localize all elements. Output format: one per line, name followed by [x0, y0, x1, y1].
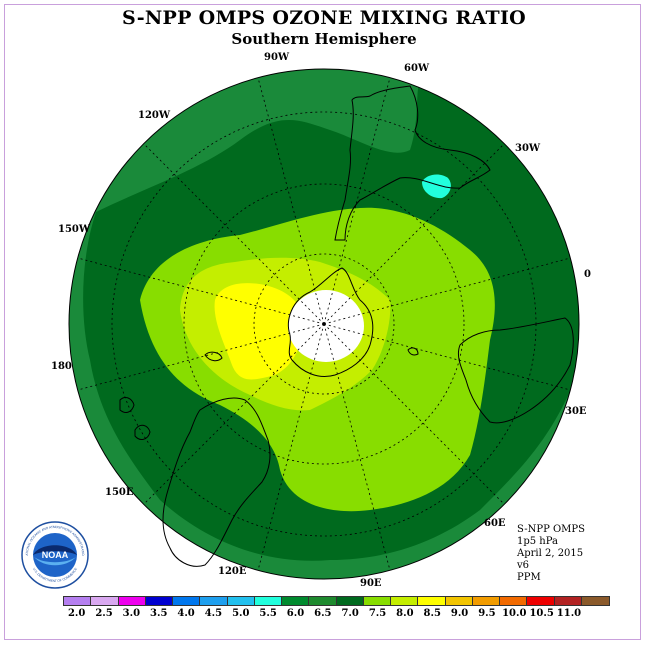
colorbar-tick-label: 11.0	[556, 608, 582, 619]
colorbar-swatch	[309, 597, 337, 605]
colorbar-tick-label: 4.0	[177, 608, 195, 619]
colorbar-ticks: 2.0 2.5 3.0 3.5 4.0 4.5 5.0 5.5 6.0 6.5 7.0 7.5 8.0 8…	[0, 608, 648, 622]
product-info: S-NPP OMPS 1p5 hPa April 2, 2015 v6 PPM	[517, 524, 585, 584]
page-frame	[4, 4, 641, 640]
map-boundary	[68, 68, 580, 580]
logo-text: NOAA	[42, 550, 69, 560]
noaa-logo: NOAA NATIONAL OCEANIC AND ATMOSPHERIC AD…	[20, 520, 89, 589]
colorbar-swatch	[363, 597, 391, 605]
lon-label-90w: 90W	[264, 52, 290, 63]
colorbar-swatch	[282, 597, 310, 605]
colorbar-tick-label: 3.0	[122, 608, 141, 619]
colorbar-swatch	[173, 597, 201, 605]
colorbar-tick-label: 3.5	[150, 608, 168, 619]
colorbar-swatch	[336, 597, 364, 605]
colorbar-swatch	[527, 597, 555, 605]
colorbar-tick-label: 7.5	[368, 608, 387, 619]
info-date: April 2, 2015	[517, 548, 584, 559]
colorbar-swatch	[581, 597, 609, 605]
colorbar-tick-label: 9.5	[478, 608, 496, 619]
colorbar-swatch	[227, 597, 255, 605]
colorbar-swatch	[254, 597, 282, 605]
colorbar-tick-label: 2.5	[95, 608, 113, 619]
colorbar-tick-label: 5.5	[259, 608, 277, 619]
lon-label-120w: 120W	[138, 110, 171, 121]
ozone-region-5p5	[422, 174, 451, 199]
colorbar-tick-label: 10.5	[529, 608, 554, 619]
lon-label-30w: 30W	[515, 143, 541, 154]
colorbar-tick-label: 8.0	[396, 608, 414, 619]
colorbar	[63, 596, 610, 606]
lon-label-60w: 60W	[404, 63, 430, 74]
colorbar-swatch	[445, 597, 473, 605]
lon-label-180: 180	[51, 361, 72, 372]
colorbar-swatch	[418, 597, 446, 605]
colorbar-tick-label: 7.0	[341, 608, 359, 619]
colorbar-tick-label: 8.5	[423, 608, 441, 619]
lon-label-60e: 60E	[484, 518, 506, 529]
ozone-region-8p5	[214, 283, 305, 380]
lon-label-0: 0	[584, 269, 591, 280]
colorbar-swatch	[200, 597, 228, 605]
colorbar-tick-label: 4.5	[204, 608, 223, 619]
page-title: S-NPP OMPS OZONE MIXING RATIO	[121, 7, 527, 29]
colorbar-tick-label: 2.0	[67, 608, 86, 619]
colorbar-swatch	[554, 597, 582, 605]
lon-label-90e: 90E	[360, 578, 382, 589]
coastlines	[119, 85, 574, 567]
colorbar-swatch	[391, 597, 419, 605]
info-level: 1p5 hPa	[517, 536, 558, 547]
info-units: PPM	[517, 572, 541, 583]
colorbar-tick-label: 9.0	[450, 608, 469, 619]
colorbar-swatch	[91, 597, 119, 605]
south-pole-marker	[322, 322, 326, 326]
colorbar-swatch	[145, 597, 173, 605]
colorbar-swatch	[472, 597, 500, 605]
lon-label-150w: 150W	[58, 224, 91, 235]
colorbar-swatch	[118, 597, 146, 605]
lon-label-150e: 150E	[105, 487, 134, 498]
info-instrument: S-NPP OMPS	[517, 524, 585, 535]
colorbar-tick-label: 10.0	[502, 608, 527, 619]
colorbar-tick-label: 6.0	[286, 608, 305, 619]
lon-label-120e: 120E	[218, 566, 247, 577]
colorbar-tick-label: 5.0	[232, 608, 250, 619]
colorbar-swatch	[64, 597, 92, 605]
colorbar-tick-label: 6.5	[314, 608, 332, 619]
info-version: v6	[517, 560, 530, 571]
polar-no-data-cap	[288, 290, 364, 362]
lon-label-30e: 30E	[565, 406, 587, 417]
colorbar-swatch	[500, 597, 528, 605]
page-subtitle: Southern Hemisphere	[231, 30, 417, 48]
